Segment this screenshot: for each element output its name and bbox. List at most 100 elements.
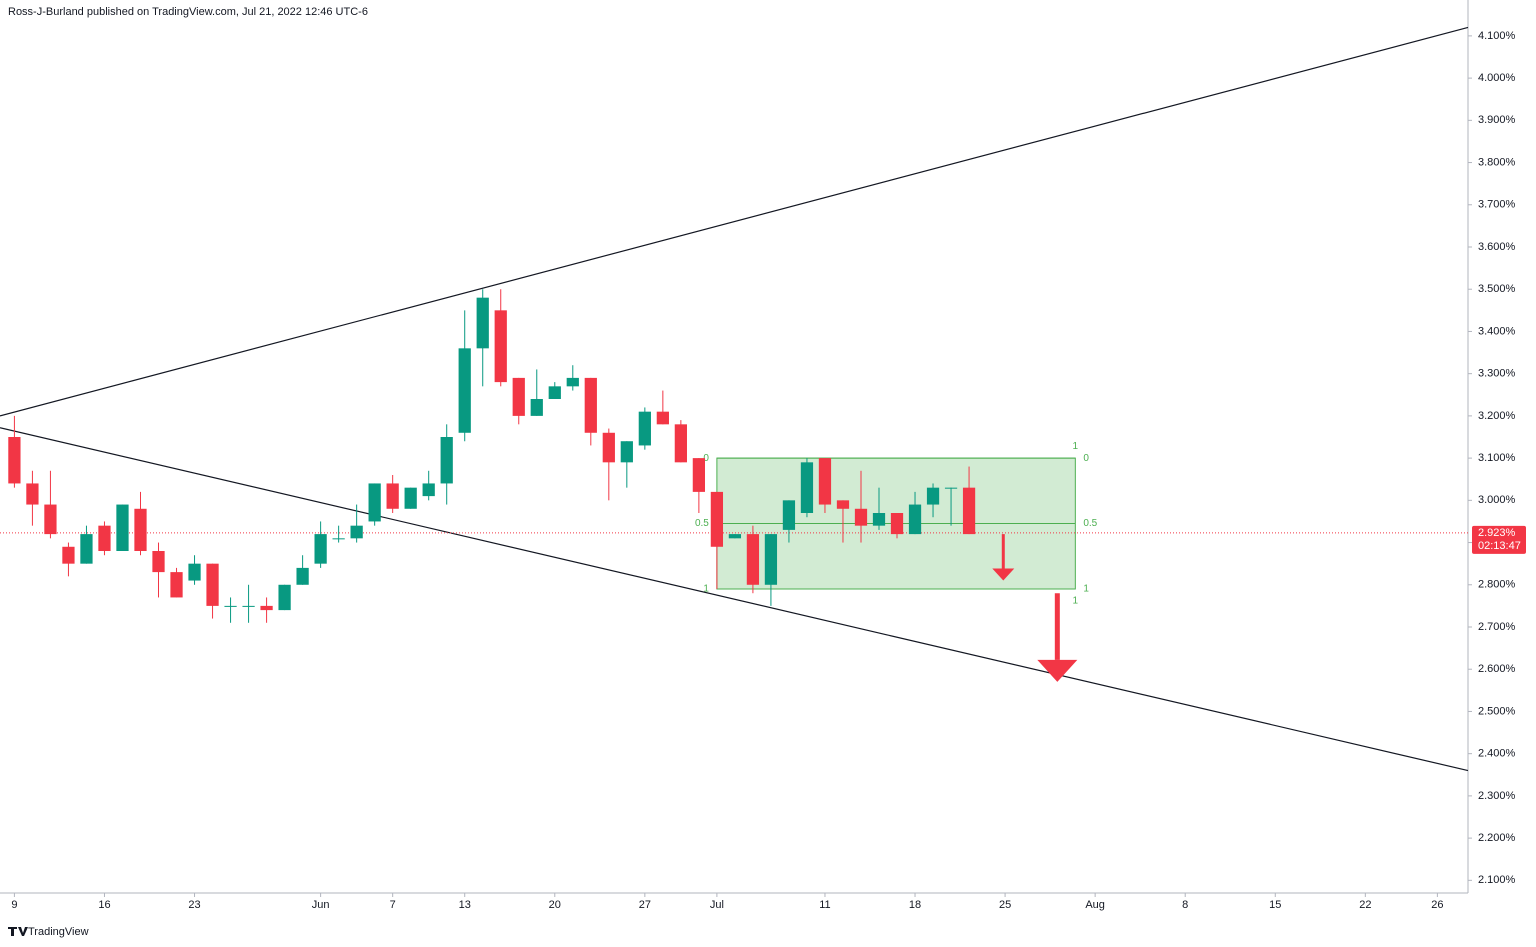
y-tick-label: 4.100%	[1478, 30, 1516, 42]
y-tick-label: 3.300%	[1478, 368, 1516, 380]
candle-body	[638, 411, 651, 446]
candle-body	[890, 513, 904, 535]
candle-body	[854, 508, 868, 526]
candle-body	[170, 572, 183, 598]
y-tick-label: 3.700%	[1478, 199, 1516, 211]
candle-body	[908, 504, 922, 535]
last-price-label: 2.923%	[1478, 527, 1516, 539]
candle-body	[800, 462, 814, 513]
logo-icon	[8, 927, 28, 936]
candle-body	[296, 567, 309, 585]
candle-body	[404, 487, 417, 509]
candle-body	[836, 500, 850, 509]
x-tick-label: 8	[1182, 899, 1188, 911]
candle-body	[818, 458, 832, 505]
candle-body	[440, 437, 453, 484]
x-tick-label: 27	[639, 899, 651, 911]
candle-body	[548, 386, 561, 399]
candle-body	[692, 458, 706, 492]
x-tick-label: 13	[459, 899, 471, 911]
candle-body	[584, 377, 597, 433]
candle-body	[26, 483, 39, 505]
fib-label: 1	[1073, 441, 1079, 452]
fib-label: 1	[1073, 596, 1079, 607]
candle-body	[512, 377, 525, 416]
candle-body	[314, 534, 327, 564]
candle-body	[530, 399, 543, 416]
x-tick-label: 15	[1269, 899, 1281, 911]
candle-body	[224, 605, 237, 607]
candle-body	[242, 605, 255, 607]
x-tick-label: 23	[188, 899, 200, 911]
candle-body	[8, 437, 21, 484]
fib-label: 0	[1083, 453, 1089, 464]
candle-body	[188, 563, 201, 581]
trend-line	[0, 427, 1469, 772]
candle-body	[80, 534, 93, 564]
candle-body	[656, 411, 669, 425]
last-price-badge	[1472, 525, 1526, 554]
candle-body	[350, 525, 363, 539]
x-tick-label: 11	[819, 899, 830, 911]
candle-body	[278, 584, 291, 611]
y-tick-label: 4.000%	[1478, 72, 1516, 84]
candle-body	[674, 424, 687, 463]
candle-body	[332, 538, 345, 540]
candle-body	[206, 563, 219, 606]
candle-body	[620, 441, 633, 463]
y-tick-label: 2.700%	[1478, 621, 1516, 633]
candle-body	[728, 534, 742, 539]
fib-label: 0.5	[695, 518, 709, 529]
candle-body	[926, 487, 940, 505]
candle-body	[368, 483, 381, 522]
y-tick-label: 3.900%	[1478, 114, 1516, 126]
footer-logo: TradingView	[28, 926, 89, 938]
y-tick-label: 2.800%	[1478, 579, 1516, 591]
candle-body	[602, 432, 615, 463]
candle-body	[566, 377, 579, 387]
x-tick-label: 25	[999, 899, 1011, 911]
trend-line	[0, 26, 1469, 417]
x-tick-label: 20	[549, 899, 561, 911]
candle-body	[260, 605, 273, 611]
fib-label: 0	[703, 453, 709, 464]
candle-body	[62, 546, 75, 564]
candle-body	[98, 525, 111, 551]
y-tick-label: 2.500%	[1478, 705, 1516, 717]
candle-body	[152, 551, 165, 573]
candle-body	[386, 483, 399, 509]
arrow-head	[992, 568, 1015, 581]
candle-body	[944, 487, 958, 489]
y-tick-label: 2.100%	[1478, 874, 1516, 886]
x-tick-label: Jun	[312, 899, 330, 911]
y-tick-label: 3.800%	[1478, 156, 1516, 168]
candle-body	[494, 310, 507, 383]
y-tick-label: 2.300%	[1478, 790, 1516, 802]
candle-body	[44, 504, 57, 535]
candle-body	[872, 513, 886, 526]
x-tick-label: Jul	[710, 899, 724, 911]
countdown-label: 02:13:47	[1478, 540, 1521, 552]
candle-body	[962, 487, 976, 535]
candle-body	[422, 483, 435, 497]
x-tick-label: 7	[390, 899, 396, 911]
candle-body	[476, 297, 489, 349]
arrow-head	[1037, 659, 1078, 682]
candle-body	[458, 348, 471, 433]
y-tick-label: 2.400%	[1478, 748, 1516, 760]
x-tick-label: 26	[1431, 899, 1443, 911]
header: Ross-J-Burland published on TradingView.…	[8, 6, 368, 18]
x-tick-label: 16	[98, 899, 110, 911]
candle-body	[746, 534, 760, 585]
x-tick-label: 22	[1359, 899, 1371, 911]
y-tick-label: 2.200%	[1478, 832, 1516, 844]
y-tick-label: 2.600%	[1478, 663, 1516, 675]
x-tick-label: 9	[11, 899, 17, 911]
fib-label: 1	[1083, 584, 1089, 595]
y-tick-label: 3.400%	[1478, 325, 1516, 337]
y-tick-label: 3.600%	[1478, 241, 1516, 253]
fib-label: 0.5	[1083, 518, 1097, 529]
y-tick-label: 3.100%	[1478, 452, 1516, 464]
x-tick-label: 18	[909, 899, 921, 911]
